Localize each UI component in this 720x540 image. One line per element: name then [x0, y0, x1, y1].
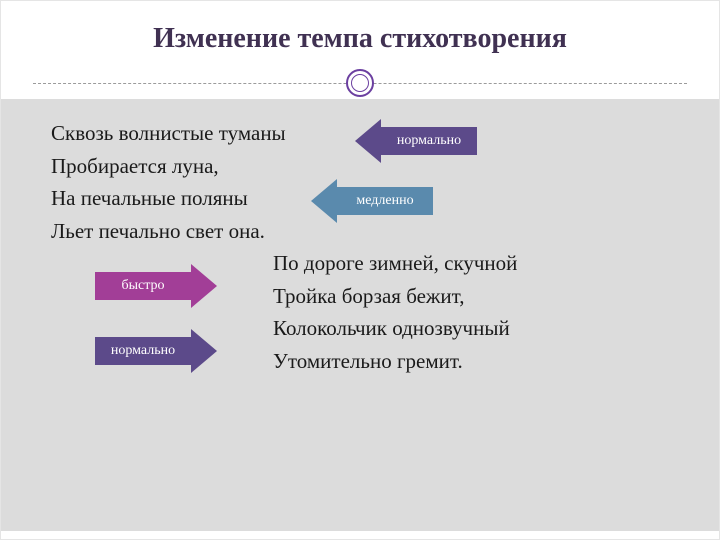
arrow-label: нормально: [95, 337, 191, 365]
slide-title: Изменение темпа стихотворения: [51, 23, 669, 55]
arrow-label: нормально: [381, 127, 477, 155]
tempo-arrow-normal-1: нормально: [355, 119, 477, 163]
tempo-arrow-slow: медленно: [311, 179, 433, 223]
arrow-label: быстро: [95, 272, 191, 300]
arrow-right-icon: [191, 264, 217, 308]
poem-line: Колокольчик однозвучный: [273, 312, 669, 345]
divider-circle-icon: [346, 69, 374, 97]
tempo-arrow-normal-2: нормально: [95, 329, 217, 373]
arrow-right-icon: [191, 329, 217, 373]
arrow-left-icon: [311, 179, 337, 223]
arrow-left-icon: [355, 119, 381, 163]
poem-line: Утомительно гремит.: [273, 345, 669, 378]
tempo-arrow-fast: быстро: [95, 264, 217, 308]
divider: [33, 69, 687, 99]
content-area: Сквозь волнистые туманы Пробирается луна…: [1, 99, 719, 531]
poem-line: По дороге зимней, скучной: [273, 247, 669, 280]
poem-line: Тройка борзая бежит,: [273, 280, 669, 313]
stanza-2: По дороге зимней, скучной Тройка борзая …: [273, 247, 669, 377]
title-area: Изменение темпа стихотворения: [1, 1, 719, 69]
slide: Изменение темпа стихотворения Сквозь вол…: [0, 0, 720, 540]
arrow-label: медленно: [337, 187, 433, 215]
